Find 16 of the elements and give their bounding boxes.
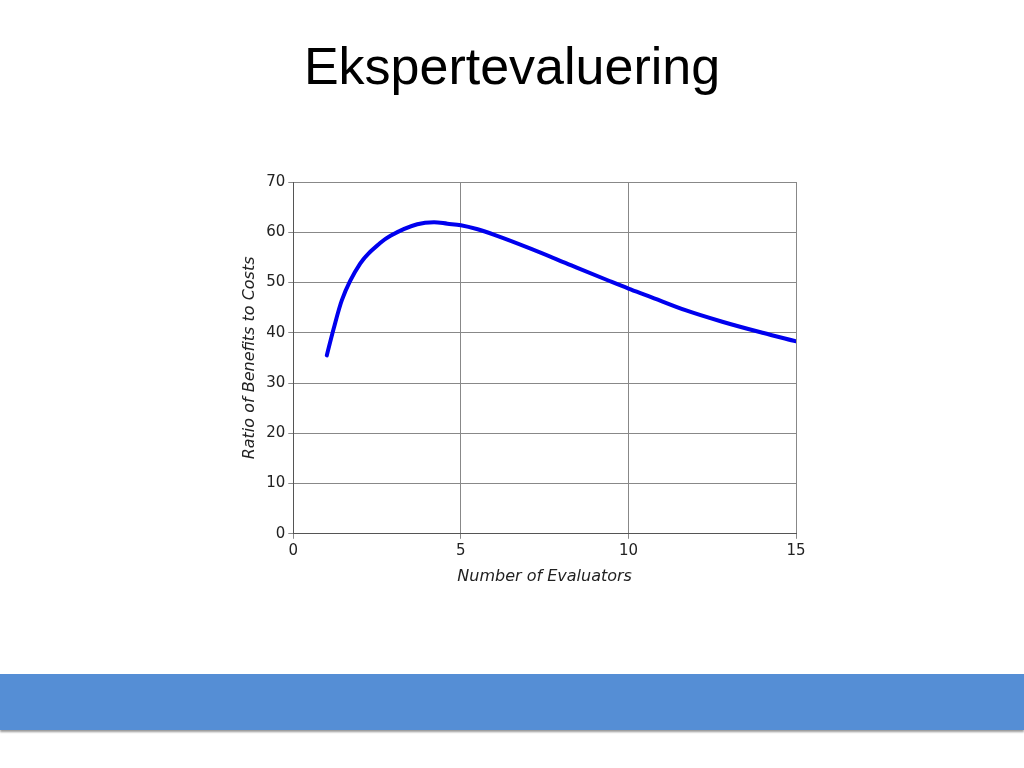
x-tick-label: 0 — [288, 540, 299, 559]
y-tick-label: 10 — [266, 473, 286, 492]
x-tick-label: 5 — [456, 540, 466, 559]
x-tick-label: 15 — [786, 540, 806, 559]
y-tick-label: 60 — [266, 222, 286, 241]
y-tick-label: 50 — [266, 272, 286, 291]
chart-title: Ekspertevaluering — [302, 36, 722, 96]
y-axis-title: Ratio of Benefits to Costs — [238, 256, 258, 460]
y-tick-label: 40 — [266, 322, 286, 341]
x-tick-label: 10 — [618, 540, 638, 559]
y-tick-label: 30 — [266, 372, 286, 391]
y-tick-label: 20 — [266, 423, 286, 442]
y-tick-label: 70 — [266, 171, 286, 190]
x-axis-title: Number of Evaluators — [457, 565, 632, 585]
line-series — [324, 220, 796, 358]
y-tick-label: 0 — [275, 523, 286, 542]
